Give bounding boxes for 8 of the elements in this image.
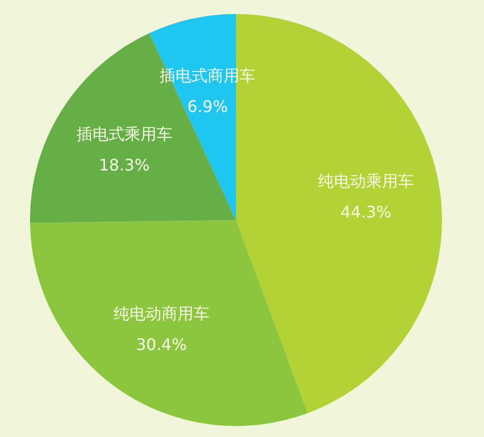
data-label: 44.3% xyxy=(340,202,392,222)
slice-label: 插电式乘用车 xyxy=(76,124,172,144)
slice-label: 纯电动乘用车 xyxy=(318,172,414,191)
data-label: 30.4% xyxy=(136,334,187,354)
slice-label: 纯电动商用车 xyxy=(113,304,210,323)
data-label: 18.3% xyxy=(98,156,150,175)
data-label: 6.9% xyxy=(187,97,228,116)
pie-slice xyxy=(30,220,308,426)
